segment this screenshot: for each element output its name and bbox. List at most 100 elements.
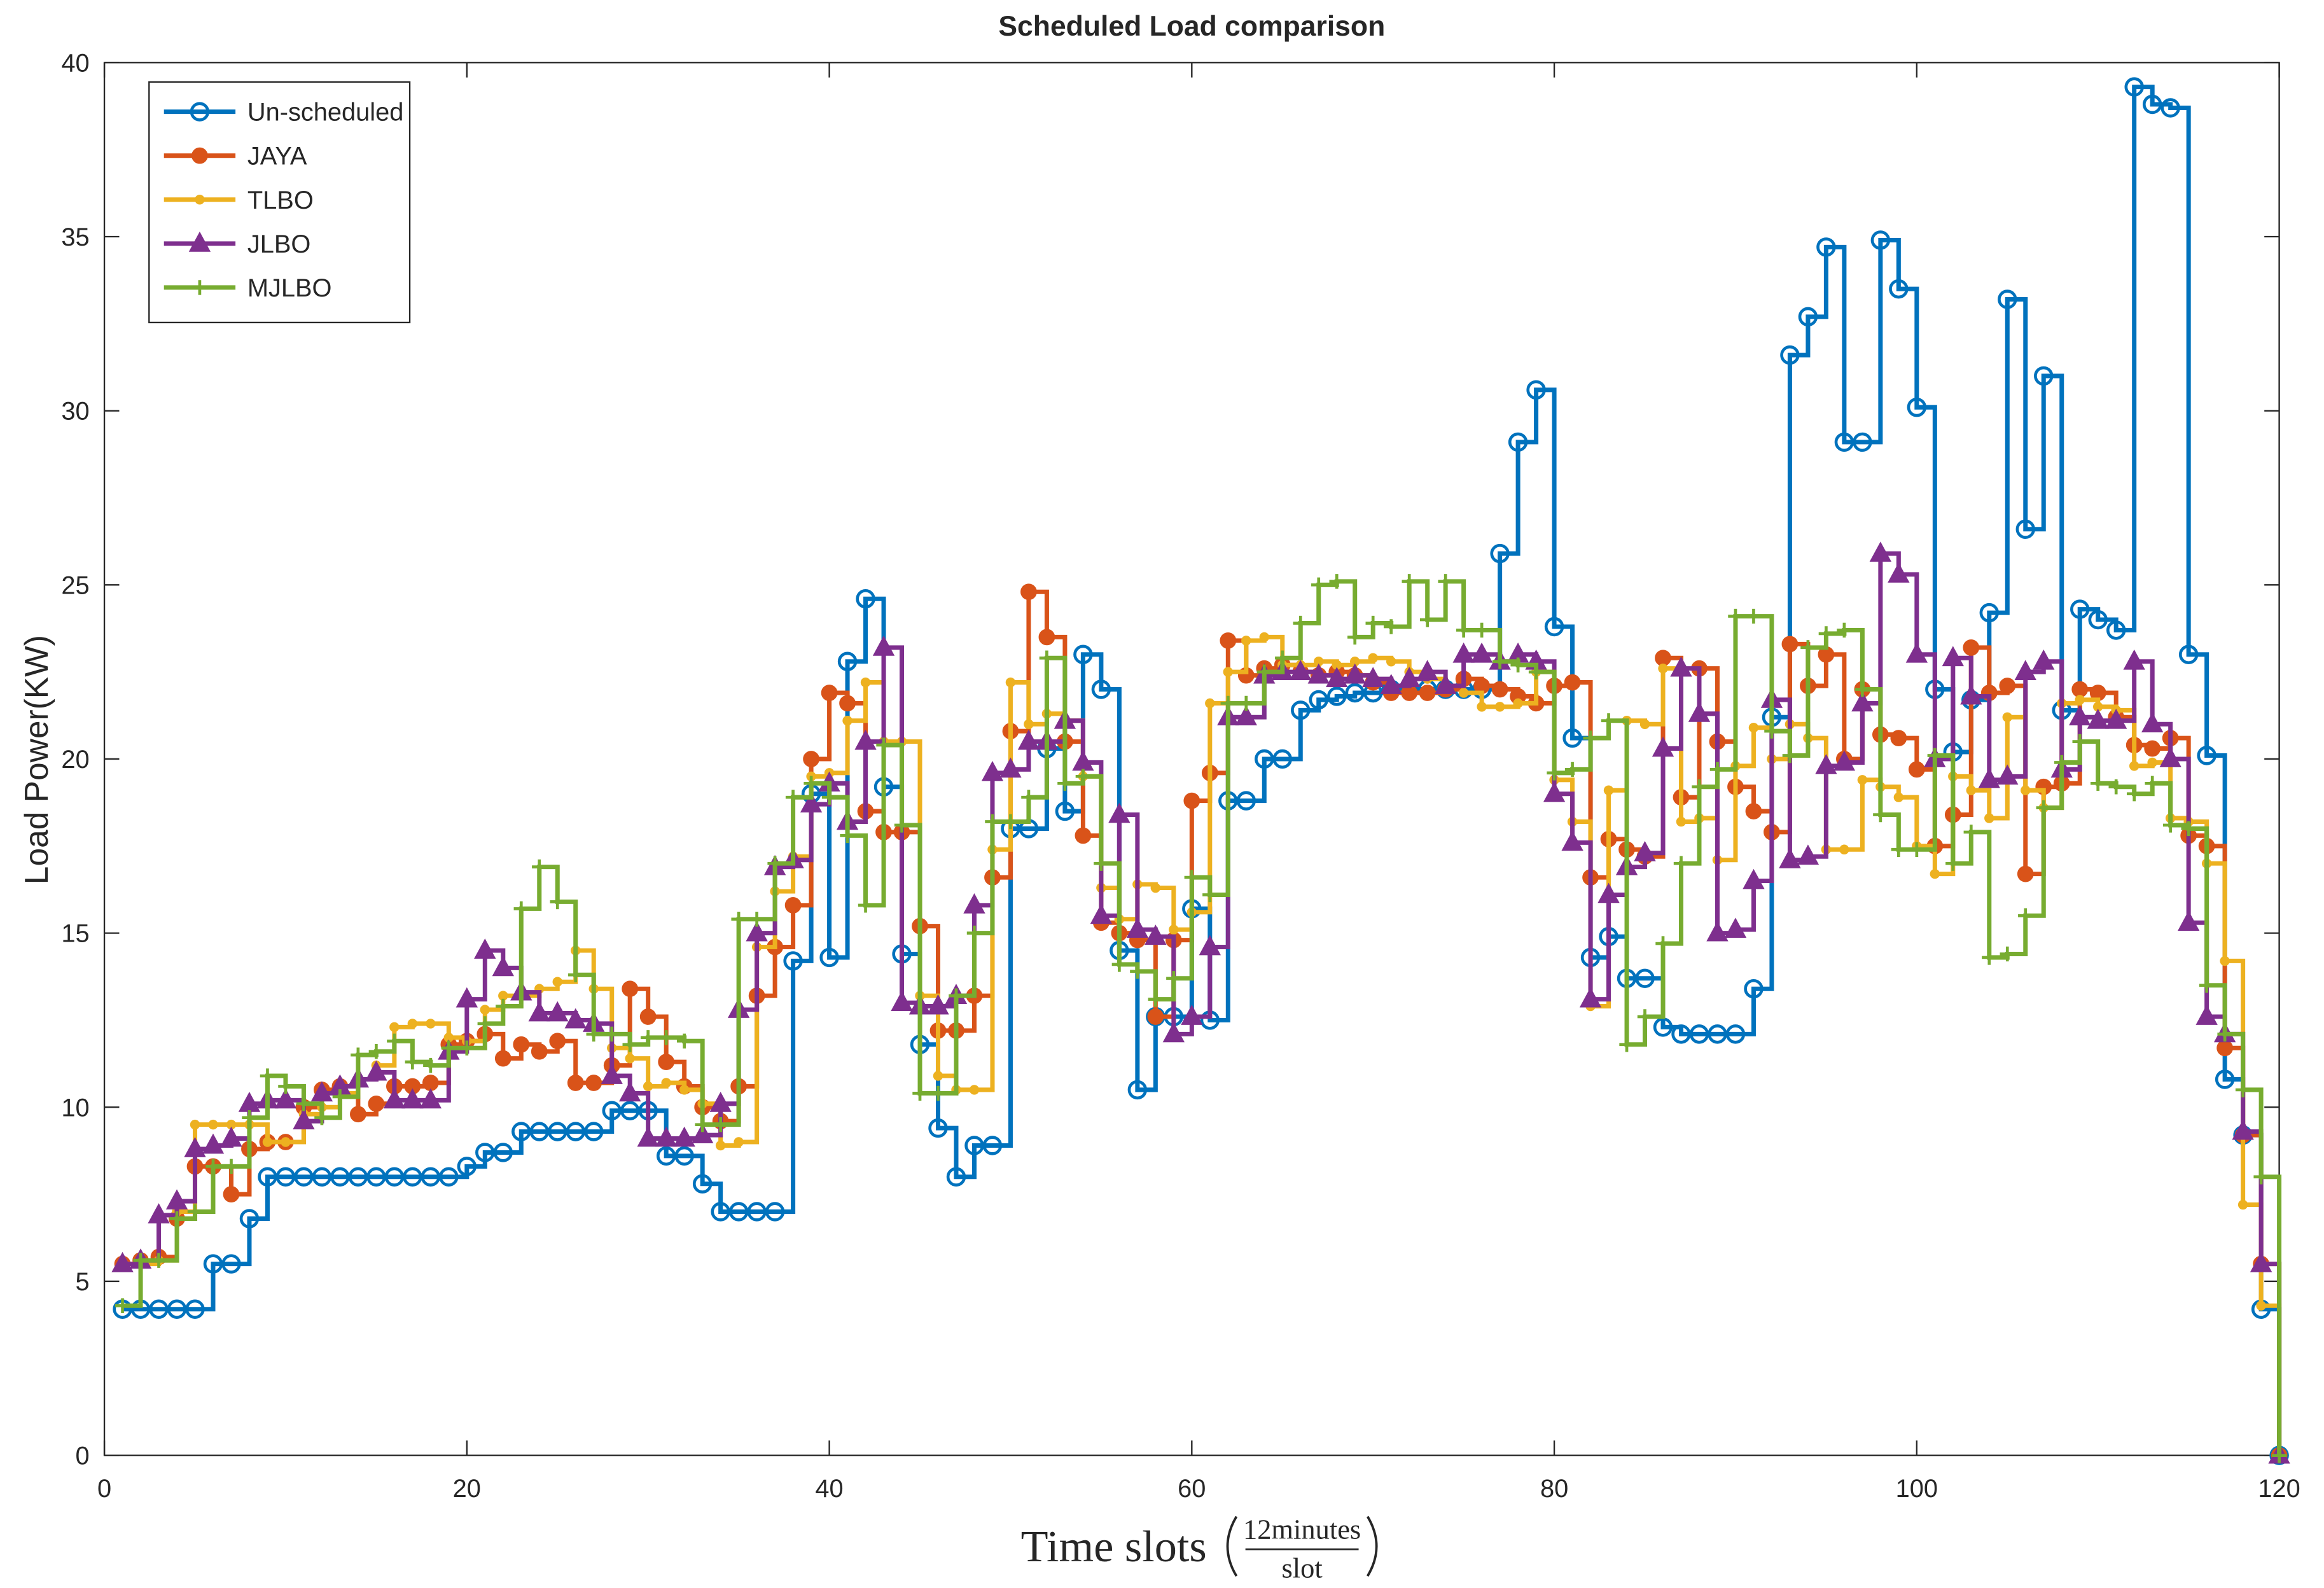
marker [711,1202,730,1222]
marker [1780,345,1800,365]
marker [1905,642,1928,663]
x-axis-label: Time slots [1021,1522,1207,1571]
marker [1347,629,1363,645]
marker [498,991,508,1001]
marker [1057,776,1073,791]
marker [220,1126,242,1147]
marker [586,1026,601,1042]
marker [734,1137,744,1147]
marker [674,1146,694,1166]
marker [1039,650,1055,665]
x-tick-label: 100 [1896,1475,1938,1503]
marker [2216,1040,2234,1057]
marker [422,1075,439,1091]
marker [658,1054,675,1071]
marker [2237,1199,2248,1210]
marker [891,991,913,1011]
marker [1564,762,1580,777]
legend-label: JLBO [247,230,311,258]
marker [187,1204,203,1220]
marker [1888,562,1910,583]
marker [494,1050,511,1067]
marker [2126,786,2142,802]
marker [1184,870,1200,885]
marker [619,1081,641,1102]
marker [2091,776,2106,791]
marker [566,1122,585,1141]
legend-marker [188,231,211,252]
marker [620,1101,640,1120]
marker [1800,640,1816,655]
marker [169,1211,184,1227]
marker [1111,957,1127,972]
marker [190,1119,200,1130]
marker [202,1133,225,1154]
marker [2054,755,2070,770]
marker [1889,279,1909,299]
marker [1689,1024,1709,1044]
marker [584,1122,604,1141]
marker [1728,608,1743,624]
marker [1148,991,1164,1007]
marker [439,1167,459,1187]
marker [1798,307,1818,327]
marker [2072,734,2087,749]
marker [1307,663,1330,684]
marker [969,1085,980,1095]
marker [1020,583,1037,601]
marker [2144,740,2161,757]
marker [1744,979,1764,999]
marker [601,1064,623,1084]
marker [1978,767,2000,788]
marker [963,893,985,914]
marker [2036,800,2051,816]
marker [1706,921,1729,942]
marker [1241,636,1251,646]
series [115,574,2287,1463]
marker [1003,814,1019,830]
marker [661,1078,671,1088]
marker [2002,712,2013,723]
marker [528,1001,550,1022]
marker [1927,748,1943,763]
y-axis-label: Load Power(KW) [18,635,55,884]
marker [496,998,511,1014]
marker [2220,956,2230,966]
marker [2015,519,2035,539]
marker [165,1189,188,1209]
marker [2215,1069,2235,1089]
marker [2145,776,2160,791]
marker [1851,691,1874,712]
marker [2250,1251,2272,1272]
marker [1383,619,1399,634]
marker [640,1030,656,1045]
marker [1220,632,1237,649]
marker [1998,289,2017,309]
marker [1147,1008,1164,1025]
marker [749,912,765,927]
y-tick-label: 0 [76,1442,90,1470]
marker [184,1137,206,1157]
marker [1982,950,1997,965]
x-unit-denominator: slot [1281,1552,1323,1584]
marker [1345,683,1365,703]
marker [310,1081,333,1102]
marker [368,1095,385,1112]
marker [1782,748,1798,763]
marker [532,859,547,875]
marker [2017,865,2034,882]
marker [1311,577,1326,593]
marker [585,1075,602,1091]
marker [2142,94,2162,115]
marker [1544,616,1564,637]
marker [459,1040,475,1055]
marker [695,1117,710,1132]
marker [1452,642,1475,663]
marker [1091,679,1111,699]
marker [1692,779,1707,795]
marker [1491,681,1508,698]
marker [456,987,478,1008]
marker [1564,674,1581,691]
marker [1999,678,2016,694]
chart-title: Scheduled Load comparison [998,11,1385,42]
